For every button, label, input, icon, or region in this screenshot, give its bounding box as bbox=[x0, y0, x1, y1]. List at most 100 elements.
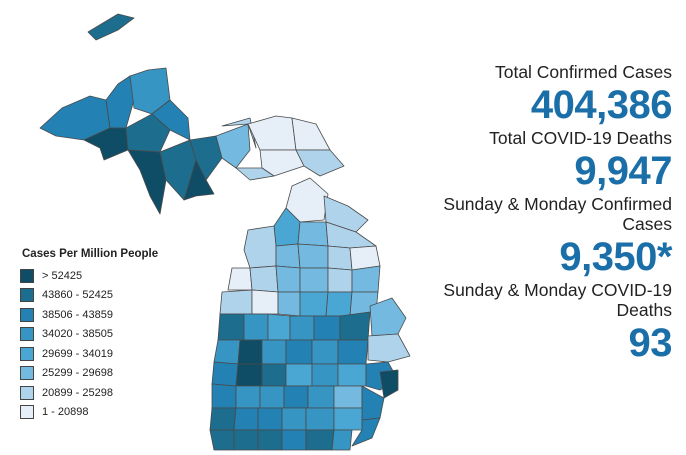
legend-swatch bbox=[20, 366, 34, 381]
county-region bbox=[283, 385, 309, 409]
county-region bbox=[275, 265, 301, 293]
county-region bbox=[351, 265, 381, 293]
county-region bbox=[299, 267, 329, 293]
legend-items: > 52425 43860 - 52425 38506 - 43859 3402… bbox=[20, 266, 210, 422]
legend-item: 25299 - 29698 bbox=[20, 364, 210, 384]
legend-label: 43860 - 52425 bbox=[42, 289, 113, 302]
county-region bbox=[237, 339, 263, 365]
legend-item: > 52425 bbox=[20, 266, 210, 286]
legend-item: 34020 - 38505 bbox=[20, 325, 210, 345]
legend-swatch bbox=[20, 385, 34, 400]
county-region bbox=[267, 313, 291, 341]
county-region bbox=[219, 289, 253, 315]
county-region bbox=[327, 245, 353, 271]
county-region bbox=[361, 385, 385, 421]
county-region bbox=[275, 243, 301, 269]
county-region bbox=[367, 333, 411, 363]
county-region bbox=[285, 363, 313, 387]
county-region bbox=[337, 339, 369, 365]
recent-cases-label: Sunday & Monday Confirmed Cases bbox=[443, 194, 672, 234]
county-region bbox=[351, 417, 381, 447]
county-region bbox=[233, 407, 259, 431]
county-region bbox=[325, 291, 353, 317]
county-region bbox=[313, 315, 341, 341]
total-cases-label: Total Confirmed Cases bbox=[494, 62, 672, 82]
total-deaths-value: 9,947 bbox=[574, 149, 672, 193]
county-region bbox=[217, 313, 245, 341]
county-region bbox=[243, 313, 269, 341]
county-region bbox=[105, 75, 135, 129]
legend-label: 34020 - 38505 bbox=[42, 328, 113, 341]
county-region bbox=[281, 407, 307, 431]
legend-item: 29699 - 34019 bbox=[20, 344, 210, 364]
legend-label: 25299 - 29698 bbox=[42, 367, 113, 380]
county-region bbox=[209, 407, 237, 431]
legend-item: 43860 - 52425 bbox=[20, 286, 210, 306]
county-region bbox=[295, 149, 345, 177]
legend-item: 20899 - 25298 bbox=[20, 383, 210, 403]
county-region bbox=[251, 289, 279, 315]
county-region bbox=[243, 225, 277, 269]
county-region bbox=[305, 429, 335, 451]
county-region bbox=[305, 407, 335, 431]
county-region bbox=[333, 407, 363, 431]
county-region bbox=[259, 385, 285, 409]
stats-panel: Total Confirmed Cases 404,386 Total COVI… bbox=[422, 62, 672, 366]
county-region bbox=[311, 339, 339, 365]
county-region bbox=[369, 297, 407, 337]
legend-swatch bbox=[20, 405, 34, 420]
county-regions bbox=[39, 13, 411, 451]
michigan-county-map bbox=[39, 13, 411, 451]
legend-item: 38506 - 43859 bbox=[20, 305, 210, 325]
legend-swatch bbox=[20, 307, 34, 322]
county-region bbox=[249, 265, 279, 293]
county-region bbox=[297, 243, 329, 269]
county-region bbox=[379, 369, 399, 399]
county-region bbox=[235, 385, 261, 409]
legend-swatch bbox=[20, 327, 34, 342]
legend-label: 38506 - 43859 bbox=[42, 308, 113, 321]
county-region bbox=[189, 135, 223, 181]
county-region bbox=[333, 385, 363, 409]
legend-title: Cases Per Million People bbox=[22, 248, 159, 260]
county-region bbox=[257, 407, 283, 431]
county-region bbox=[311, 363, 339, 387]
county-region bbox=[289, 315, 315, 341]
county-region bbox=[277, 291, 301, 317]
county-region bbox=[209, 429, 235, 451]
county-region bbox=[221, 117, 257, 149]
legend-swatch bbox=[20, 288, 34, 303]
total-cases-value: 404,386 bbox=[530, 83, 673, 127]
county-region bbox=[213, 339, 241, 365]
legend-item: 1 - 20898 bbox=[20, 403, 210, 423]
county-region bbox=[337, 363, 367, 387]
legend-label: 29699 - 34019 bbox=[42, 347, 113, 360]
county-region bbox=[291, 117, 331, 151]
county-region bbox=[227, 267, 253, 291]
legend: Cases Per Million People > 52425 43860 -… bbox=[20, 248, 210, 422]
recent-deaths-value: 93 bbox=[628, 321, 673, 365]
county-region bbox=[299, 291, 329, 317]
total-deaths-label: Total COVID-19 Deaths bbox=[489, 128, 672, 148]
county-region bbox=[259, 149, 305, 177]
recent-deaths-label: Sunday & Monday COVID-19 Deaths bbox=[443, 280, 672, 320]
legend-label: 20899 - 25298 bbox=[42, 386, 113, 399]
county-region bbox=[211, 361, 239, 387]
county-region bbox=[211, 383, 237, 409]
county-region bbox=[339, 311, 371, 341]
county-region bbox=[285, 339, 313, 365]
county-region bbox=[331, 429, 353, 451]
county-region bbox=[261, 363, 287, 387]
county-region bbox=[127, 149, 167, 215]
county-region bbox=[323, 195, 369, 233]
county-region bbox=[307, 385, 335, 409]
county-region bbox=[87, 13, 135, 41]
county-region bbox=[151, 99, 191, 141]
legend-label: 1 - 20898 bbox=[42, 406, 89, 419]
county-region bbox=[233, 429, 259, 451]
county-region bbox=[215, 123, 251, 169]
county-region bbox=[261, 339, 287, 365]
legend-swatch bbox=[20, 268, 34, 283]
county-region bbox=[297, 221, 329, 247]
county-region bbox=[183, 159, 215, 201]
